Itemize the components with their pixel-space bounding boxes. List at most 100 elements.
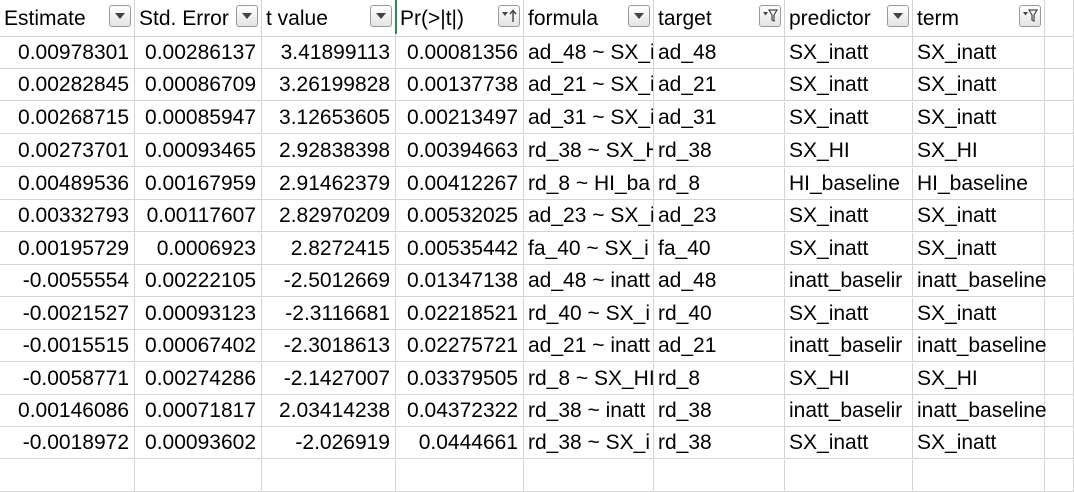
cell-predictor[interactable]: SX_HI bbox=[785, 135, 913, 167]
cell-estimate[interactable]: 0.00146086 bbox=[0, 395, 135, 427]
cell-target[interactable]: ad_21 bbox=[654, 330, 785, 362]
empty-cell[interactable] bbox=[524, 460, 654, 492]
cell-p-value[interactable]: 0.03379505 bbox=[396, 363, 524, 395]
cell-std-error[interactable]: 0.00071817 bbox=[135, 395, 262, 427]
cell-t-value[interactable]: -2.1427007 bbox=[262, 363, 396, 395]
cell-term[interactable]: SX_HI bbox=[913, 135, 1045, 167]
cell-term[interactable]: SX_inatt bbox=[913, 298, 1045, 330]
cell-t-value[interactable]: 3.41899113 bbox=[262, 37, 396, 69]
cell-predictor[interactable]: SX_inatt bbox=[785, 69, 913, 101]
column-header-term[interactable]: term bbox=[913, 0, 1045, 37]
cell-estimate[interactable]: 0.00268715 bbox=[0, 102, 135, 134]
cell-term[interactable]: SX_HI bbox=[913, 363, 1045, 395]
filter-dropdown-icon[interactable] bbox=[370, 5, 392, 27]
cell-t-value[interactable]: 2.92838398 bbox=[262, 135, 396, 167]
column-header-target[interactable]: target bbox=[654, 0, 785, 37]
cell-predictor[interactable]: inatt_baselir bbox=[785, 265, 913, 297]
cell-std-error[interactable]: 0.00093123 bbox=[135, 298, 262, 330]
cell-std-error[interactable]: 0.0006923 bbox=[135, 233, 262, 265]
cell-p-value[interactable]: 0.00213497 bbox=[396, 102, 524, 134]
column-header-t-value[interactable]: t value bbox=[262, 0, 396, 37]
cell-target[interactable]: ad_48 bbox=[654, 265, 785, 297]
empty-cell[interactable] bbox=[913, 460, 1045, 492]
cell-target[interactable]: ad_21 bbox=[654, 69, 785, 101]
empty-cell[interactable] bbox=[262, 460, 396, 492]
cell-std-error[interactable]: 0.00167959 bbox=[135, 168, 262, 200]
cell-formula[interactable]: rd_8 ~ HI_ba bbox=[524, 168, 654, 200]
cell-p-value[interactable]: 0.04372322 bbox=[396, 395, 524, 427]
cell-t-value[interactable]: 2.8272415 bbox=[262, 233, 396, 265]
cell-target[interactable]: ad_48 bbox=[654, 37, 785, 69]
cell-std-error[interactable]: 0.00093602 bbox=[135, 427, 262, 459]
cell-std-error[interactable]: 0.00067402 bbox=[135, 330, 262, 362]
cell-target[interactable]: rd_8 bbox=[654, 363, 785, 395]
cell-std-error[interactable]: 0.00274286 bbox=[135, 363, 262, 395]
cell-target[interactable]: rd_8 bbox=[654, 168, 785, 200]
filter-dropdown-icon[interactable] bbox=[236, 5, 258, 27]
cell-t-value[interactable]: 3.26199828 bbox=[262, 69, 396, 101]
cell-p-value[interactable]: 0.00394663 bbox=[396, 135, 524, 167]
empty-cell[interactable] bbox=[396, 460, 524, 492]
cell-estimate[interactable]: 0.00978301 bbox=[0, 37, 135, 69]
cell-formula[interactable]: ad_21 ~ inatt bbox=[524, 330, 654, 362]
cell-predictor[interactable]: SX_inatt bbox=[785, 233, 913, 265]
active-filter-funnel-icon[interactable] bbox=[1019, 5, 1041, 27]
cell-term[interactable]: SX_inatt bbox=[913, 69, 1045, 101]
cell-std-error[interactable]: 0.00117607 bbox=[135, 200, 262, 232]
cell-estimate[interactable]: -0.0018972 bbox=[0, 427, 135, 459]
cell-estimate[interactable]: 0.00282845 bbox=[0, 69, 135, 101]
cell-predictor[interactable]: SX_inatt bbox=[785, 102, 913, 134]
cell-term[interactable]: HI_baseline bbox=[913, 168, 1045, 200]
cell-t-value[interactable]: -2.3018613 bbox=[262, 330, 396, 362]
empty-cell[interactable] bbox=[1045, 233, 1074, 265]
filter-dropdown-icon[interactable] bbox=[628, 5, 650, 27]
cell-formula[interactable]: rd_38 ~ SX_H bbox=[524, 135, 654, 167]
cell-p-value[interactable]: 0.02275721 bbox=[396, 330, 524, 362]
cell-p-value[interactable]: 0.0444661 bbox=[396, 427, 524, 459]
empty-cell[interactable] bbox=[1045, 102, 1074, 134]
cell-target[interactable]: rd_38 bbox=[654, 135, 785, 167]
cell-formula[interactable]: rd_38 ~ inatt bbox=[524, 395, 654, 427]
cell-t-value[interactable]: 2.82970209 bbox=[262, 200, 396, 232]
cell-estimate[interactable]: -0.0058771 bbox=[0, 363, 135, 395]
column-header-predictor[interactable]: predictor bbox=[785, 0, 913, 37]
empty-cell[interactable] bbox=[1045, 460, 1074, 492]
cell-formula[interactable]: ad_23 ~ SX_i bbox=[524, 200, 654, 232]
cell-estimate[interactable]: 0.00195729 bbox=[0, 233, 135, 265]
cell-formula[interactable]: fa_40 ~ SX_i bbox=[524, 233, 654, 265]
empty-cell[interactable] bbox=[1045, 298, 1074, 330]
cell-t-value[interactable]: -2.3116681 bbox=[262, 298, 396, 330]
cell-target[interactable]: fa_40 bbox=[654, 233, 785, 265]
cell-estimate[interactable]: 0.00489536 bbox=[0, 168, 135, 200]
empty-cell[interactable] bbox=[1045, 200, 1074, 232]
cell-formula[interactable]: rd_8 ~ SX_HI bbox=[524, 363, 654, 395]
cell-std-error[interactable]: 0.00222105 bbox=[135, 265, 262, 297]
cell-predictor[interactable]: SX_inatt bbox=[785, 37, 913, 69]
cell-estimate[interactable]: 0.00273701 bbox=[0, 135, 135, 167]
column-header-std-error[interactable]: Std. Error bbox=[135, 0, 262, 37]
empty-cell[interactable] bbox=[1045, 363, 1074, 395]
cell-predictor[interactable]: SX_inatt bbox=[785, 427, 913, 459]
column-header-p-value[interactable]: Pr(>|t|) bbox=[396, 0, 524, 37]
cell-term[interactable]: SX_inatt bbox=[913, 233, 1045, 265]
cell-target[interactable]: ad_31 bbox=[654, 102, 785, 134]
column-header-estimate[interactable]: Estimate bbox=[0, 0, 135, 37]
cell-term[interactable]: SX_inatt bbox=[913, 102, 1045, 134]
cell-estimate[interactable]: -0.0015515 bbox=[0, 330, 135, 362]
cell-t-value[interactable]: 2.03414238 bbox=[262, 395, 396, 427]
cell-p-value[interactable]: 0.00137738 bbox=[396, 69, 524, 101]
column-header-formula[interactable]: formula bbox=[524, 0, 654, 37]
filter-dropdown-icon[interactable] bbox=[887, 5, 909, 27]
cell-estimate[interactable]: -0.0055554 bbox=[0, 265, 135, 297]
cell-formula[interactable]: ad_48 ~ inatt bbox=[524, 265, 654, 297]
empty-cell[interactable] bbox=[1045, 330, 1074, 362]
cell-p-value[interactable]: 0.01347138 bbox=[396, 265, 524, 297]
empty-cell[interactable] bbox=[1045, 37, 1074, 69]
empty-cell[interactable] bbox=[1045, 265, 1074, 297]
cell-p-value[interactable]: 0.02218521 bbox=[396, 298, 524, 330]
cell-term[interactable]: inatt_baseline bbox=[913, 330, 1047, 362]
cell-predictor[interactable]: HI_baseline bbox=[785, 168, 913, 200]
empty-cell[interactable] bbox=[1045, 395, 1074, 427]
cell-formula[interactable]: ad_31 ~ SX_i bbox=[524, 102, 654, 134]
